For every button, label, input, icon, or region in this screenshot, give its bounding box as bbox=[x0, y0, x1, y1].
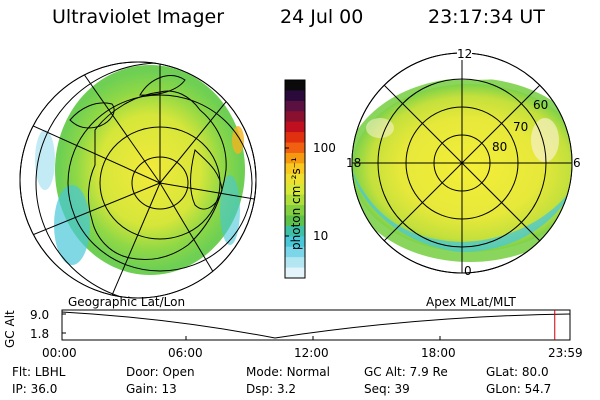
xtick-0600: 06:00 bbox=[168, 346, 203, 360]
time-label: 23:17:34 UT bbox=[428, 6, 545, 28]
colorbar-tick-10: 10 bbox=[313, 229, 329, 243]
status-glon: GLon: 54.7 bbox=[486, 382, 552, 396]
colorbar-cell bbox=[285, 100, 305, 112]
colorbar-cell bbox=[285, 184, 305, 196]
colorbar-cell bbox=[285, 173, 305, 185]
status-flt: Flt: LBHL bbox=[12, 365, 66, 379]
altitude-plot bbox=[61, 309, 571, 341]
status-ip: IP: 36.0 bbox=[12, 382, 58, 396]
colorbar-cell bbox=[285, 215, 305, 227]
status-glat: GLat: 80.0 bbox=[486, 365, 549, 379]
mlt-label-12: 12 bbox=[457, 47, 473, 61]
mlt-label-0: 0 bbox=[464, 264, 472, 278]
gc-alt-axis-label: GC Alt bbox=[3, 310, 17, 348]
colorbar-tick-100: 100 bbox=[313, 141, 336, 155]
xtick-0000: 00:00 bbox=[42, 346, 77, 360]
colorbar-cell bbox=[285, 225, 305, 237]
colorbar-cell bbox=[285, 246, 305, 258]
colorbar-cell bbox=[285, 257, 305, 269]
geographic-map-panel bbox=[19, 61, 257, 299]
geographic-caption: Geographic Lat/Lon bbox=[68, 295, 186, 309]
apex-caption: Apex MLat/MLT bbox=[426, 295, 516, 309]
colorbar-cell bbox=[285, 152, 305, 164]
xtick-1200: 12:00 bbox=[294, 346, 329, 360]
mlat-label-60: 60 bbox=[533, 98, 549, 112]
colorbar-cell bbox=[285, 236, 305, 248]
status-seq: Seq: 39 bbox=[364, 382, 410, 396]
status-dsp: Dsp: 3.2 bbox=[246, 382, 297, 396]
altitude-curve bbox=[61, 311, 571, 339]
xtick-1800: 18:00 bbox=[421, 346, 456, 360]
colorbar-cell bbox=[285, 132, 305, 144]
instrument-title: Ultraviolet Imager bbox=[52, 6, 225, 28]
status-door: Door: Open bbox=[126, 365, 195, 379]
mlat-label-70: 70 bbox=[513, 120, 529, 134]
alt-tick-1-8: 1.8 bbox=[30, 327, 50, 341]
colorbar bbox=[284, 79, 306, 279]
colorbar-cell bbox=[285, 121, 305, 133]
colorbar-cell bbox=[285, 80, 305, 91]
colorbar-cell bbox=[285, 142, 305, 154]
coastline bbox=[87, 90, 227, 260]
colorbar-cell bbox=[285, 90, 305, 102]
xtick-2359: 23:59 bbox=[548, 346, 583, 360]
colorbar-unit-label: photon cm⁻²s⁻¹ bbox=[289, 157, 303, 250]
mlt-label-6: 6 bbox=[573, 156, 581, 170]
colorbar-cell bbox=[285, 163, 305, 175]
status-mode: Mode: Normal bbox=[246, 365, 330, 379]
colorbar-cell bbox=[285, 194, 305, 206]
date-label: 24 Jul 00 bbox=[280, 6, 364, 28]
auroral-oval bbox=[352, 84, 572, 252]
colorbar-cell bbox=[285, 267, 305, 279]
colorbar-cell bbox=[285, 205, 305, 216]
alt-tick-9: 9.0 bbox=[30, 308, 50, 322]
status-gain: Gain: 13 bbox=[126, 382, 177, 396]
mlat-label-80: 80 bbox=[492, 140, 508, 154]
status-gc-alt: GC Alt: 7.9 Re bbox=[364, 365, 448, 379]
mlt-label-18: 18 bbox=[346, 156, 362, 170]
apex-mlat-mlt-panel bbox=[351, 52, 573, 274]
colorbar-cell bbox=[285, 111, 305, 123]
